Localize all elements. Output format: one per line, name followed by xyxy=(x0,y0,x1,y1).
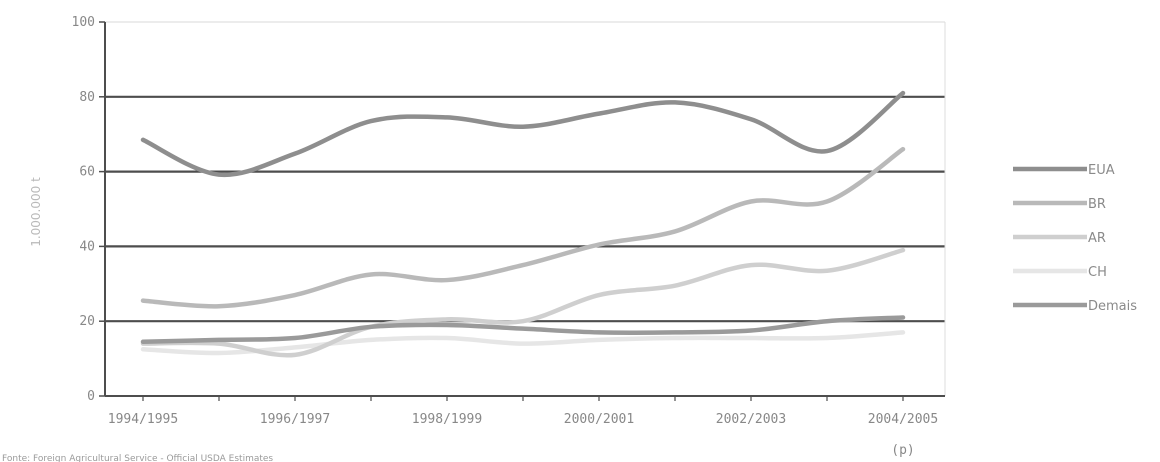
legend-label-eua: EUA xyxy=(1088,163,1115,178)
axes xyxy=(99,21,945,401)
x-tick-label: 1994/1995 xyxy=(108,412,178,427)
y-tick-label: 100 xyxy=(72,15,95,30)
source-note: Fonte: Foreign Agricultural Service - Of… xyxy=(2,454,273,462)
series-line-br xyxy=(140,146,906,309)
legend-label-demais: Demais xyxy=(1088,299,1137,314)
x-tick-label: 1996/1997 xyxy=(260,412,330,427)
legend-label-br: BR xyxy=(1088,197,1106,212)
series-line-ar xyxy=(140,247,906,358)
y-tick-label: 40 xyxy=(79,239,95,254)
series-line-ch xyxy=(140,330,906,356)
series-line-eua xyxy=(140,90,906,178)
y-tick-label: 0 xyxy=(87,389,95,404)
series-lines xyxy=(140,90,906,358)
y-tick-label: 80 xyxy=(79,90,95,105)
x-tick-label: 1998/1999 xyxy=(412,412,482,427)
series-line-demais xyxy=(140,315,906,345)
x-tick-label: 2002/2003 xyxy=(716,412,786,427)
y-tick-label: 20 xyxy=(79,314,95,329)
y-tick-label: 60 xyxy=(79,165,95,180)
x-tick-label: 2004/2005 xyxy=(868,412,938,427)
legend: EUA BR AR CH Demais xyxy=(1013,163,1137,314)
legend-label-ch: CH xyxy=(1088,265,1107,280)
legend-label-ar: AR xyxy=(1088,231,1106,246)
y-axis-label: 1.000.000 t xyxy=(29,177,43,247)
y-tick-labels: 0 20 40 60 80 100 xyxy=(72,15,95,404)
x-tick-labels: 1994/1995 1996/1997 1998/1999 2000/2001 2002… xyxy=(108,412,938,458)
x-tick-label: 2000/2001 xyxy=(564,412,634,427)
x-tick-label-suffix: (p) xyxy=(891,443,914,458)
